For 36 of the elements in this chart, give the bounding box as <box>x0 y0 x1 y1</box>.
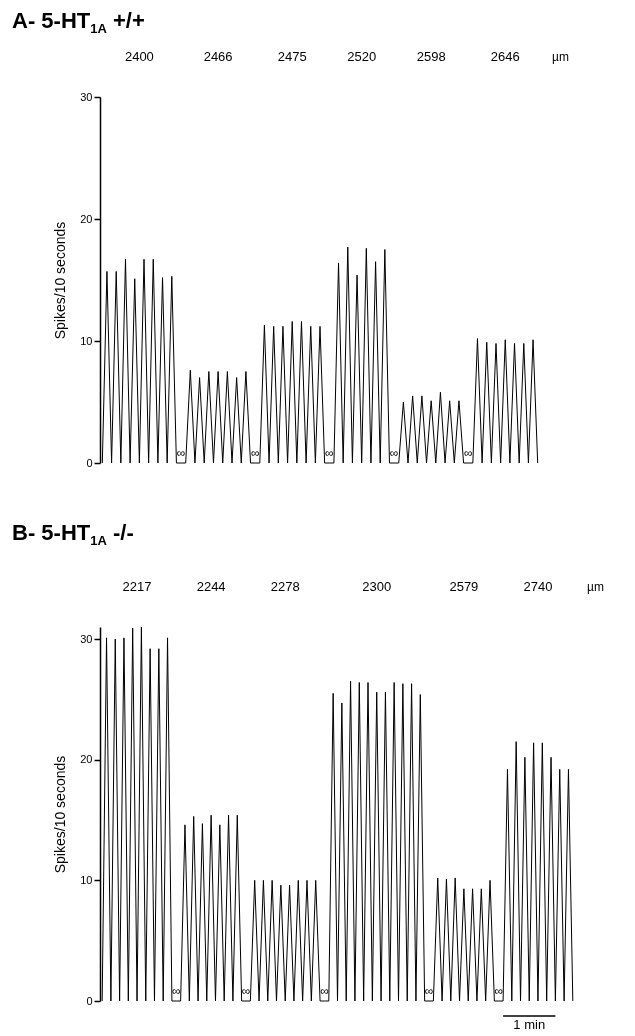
text: µm <box>552 50 569 64</box>
text: 2466 <box>203 49 233 64</box>
text: 2300 <box>362 579 392 594</box>
text: µm <box>587 580 604 594</box>
text: 2475 <box>277 49 307 64</box>
annotation: ∞ <box>250 446 260 460</box>
text: 2598 <box>416 49 446 64</box>
annotation: ∞ <box>176 446 186 460</box>
y-tick-label: 20 <box>80 212 93 225</box>
y-tick-label: 0 <box>86 456 93 469</box>
y-tick-label: 30 <box>80 632 93 645</box>
text: 2579 <box>449 579 479 594</box>
annotation: ∞ <box>494 984 504 998</box>
chart-title: A- 5-HT$_{1A}$ +/+ <box>12 8 145 37</box>
annotation: ∞ <box>241 984 251 998</box>
annotation: ∞ <box>463 446 473 460</box>
y-axis-title: Spikes/10 seconds <box>52 755 69 874</box>
y-axis-title: Spikes/10 seconds <box>52 221 69 340</box>
y-tick-label: 10 <box>80 873 93 886</box>
text: 2278 <box>270 579 300 594</box>
text: 2244 <box>196 579 226 594</box>
annotation: ∞ <box>424 984 434 998</box>
text: 1 min <box>513 1017 546 1032</box>
y-tick-label: 30 <box>80 90 93 103</box>
text: 2400 <box>124 49 154 64</box>
y-tick-label: 10 <box>80 334 93 347</box>
text: 2646 <box>490 49 520 64</box>
annotation: ∞ <box>389 446 399 460</box>
text: 2520 <box>347 49 377 64</box>
text: 2740 <box>523 579 553 594</box>
y-tick-label: 20 <box>80 753 93 766</box>
y-tick-label: 0 <box>86 994 93 1007</box>
annotation: ∞ <box>324 446 334 460</box>
annotation: ∞ <box>171 984 181 998</box>
chart-title: B- 5-HT$_{1A}$ -/- <box>12 520 134 549</box>
text: 2217 <box>122 579 152 594</box>
